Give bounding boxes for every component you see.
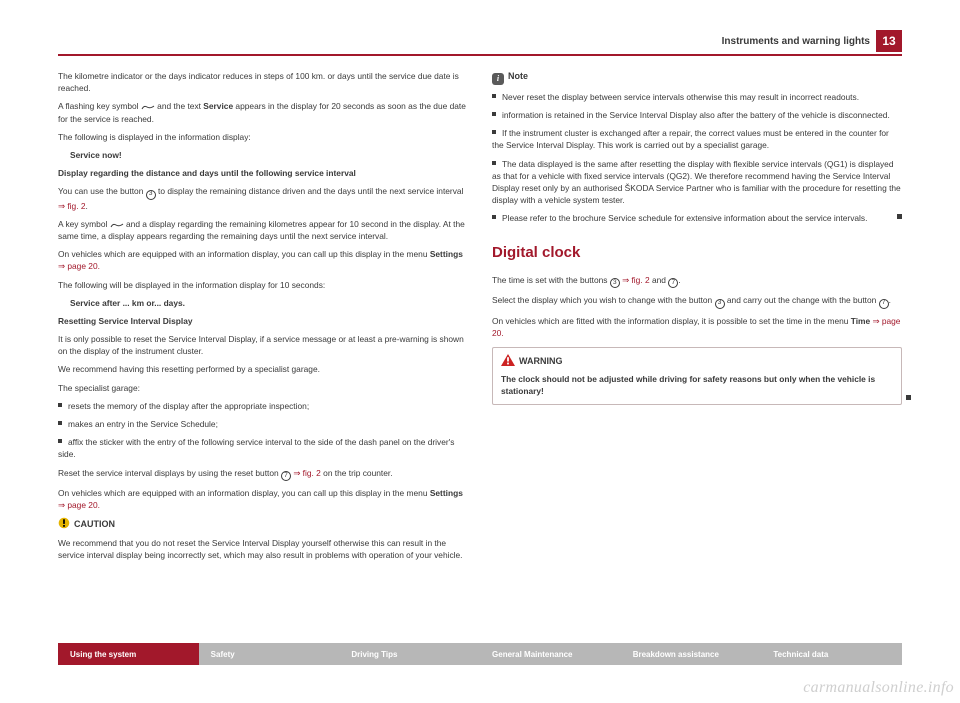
page-number-badge: 13 [876,30,902,52]
circled-3-icon: 3 [715,299,725,309]
page: Instruments and warning lights 13 The ki… [0,0,960,703]
bullet: affix the sticker with the entry of the … [58,436,468,460]
circled-3-icon: 3 [610,278,620,288]
right-column: iNote Never reset the display between se… [492,70,902,568]
circled-7-icon: 7 [879,299,889,309]
para: A flashing key symbol and the text Servi… [58,100,468,124]
fig-ref[interactable]: ⇒ fig. 2 [293,468,321,478]
bullet-icon [492,130,496,134]
tab-technical-data[interactable]: Technical data [761,643,902,665]
tab-safety[interactable]: Safety [199,643,340,665]
para: We recommend that you do not reset the S… [58,537,468,561]
key-icon [110,218,124,230]
service-after: Service after ... km or... days. [58,297,468,309]
circled-7-icon: 7 [281,471,291,481]
para: Select the display which you wish to cha… [492,294,902,308]
watermark: carmanualsonline.info [803,679,954,697]
bullet: The data displayed is the same after res… [492,158,902,207]
circled-3-icon: 3 [146,190,156,200]
page-ref[interactable]: ⇒ page 20. [58,500,100,510]
tab-using-system[interactable]: Using the system [58,643,199,665]
bullet-icon [58,421,62,425]
bullet-icon [492,161,496,165]
circled-7-icon: 7 [668,278,678,288]
bullet-icon [492,94,496,98]
para: A key symbol and a display regarding the… [58,218,468,242]
para: You can use the button 3 to display the … [58,185,468,211]
para: The following will be displayed in the i… [58,279,468,291]
fig-ref[interactable]: ⇒ fig. 2 [58,201,86,211]
para: The time is set with the buttons 3 ⇒ fig… [492,274,902,288]
warning-heading: WARNING [501,354,893,369]
subheading: Resetting Service Interval Display [58,315,468,327]
key-icon [141,100,155,112]
section-title: Digital clock [492,242,902,264]
bullet-icon [58,403,62,407]
page-header: Instruments and warning lights 13 [58,30,902,52]
subheading: Display regarding the distance and days … [58,167,468,179]
caution-icon [58,517,70,529]
service-now: Service now! [58,149,468,161]
tab-driving-tips[interactable]: Driving Tips [339,643,480,665]
para: The kilometre indicator or the days indi… [58,70,468,94]
para: The following is displayed in the inform… [58,131,468,143]
fig-ref[interactable]: ⇒ fig. 2 [622,275,650,285]
bullet: resets the memory of the display after t… [58,400,468,412]
bullet: Please refer to the brochure Service sch… [492,212,902,224]
content-columns: The kilometre indicator or the days indi… [58,70,902,568]
bullet: makes an entry in the Service Schedule; [58,418,468,430]
para: We recommend having this resetting perfo… [58,363,468,375]
info-icon: i [492,73,504,85]
section-end-icon [897,214,902,219]
section-end-icon [906,395,911,400]
para: It is only possible to reset the Service… [58,333,468,357]
bullet-icon [492,215,496,219]
tab-breakdown-assistance[interactable]: Breakdown assistance [621,643,762,665]
note-heading: iNote [492,70,902,85]
para: On vehicles which are fitted with the in… [492,315,902,339]
left-column: The kilometre indicator or the days indi… [58,70,468,568]
page-ref[interactable]: ⇒ page 20. [58,261,100,271]
tab-general-maintenance[interactable]: General Maintenance [480,643,621,665]
para: Reset the service interval displays by u… [58,467,468,481]
caution-heading: CAUTION [58,517,468,531]
para: On vehicles which are equipped with an i… [58,248,468,272]
header-rule [58,54,902,56]
bullet: information is retained in the Service I… [492,109,902,121]
header-title: Instruments and warning lights [722,36,870,47]
warning-box: WARNING The clock should not be adjusted… [492,347,902,405]
para: The specialist garage: [58,382,468,394]
footer-tabs: Using the system Safety Driving Tips Gen… [58,643,902,665]
bullet-icon [58,439,62,443]
bullet-icon [492,112,496,116]
bullet: Never reset the display between service … [492,91,902,103]
warning-body: The clock should not be adjusted while d… [501,373,893,397]
warning-icon [501,354,515,369]
para: On vehicles which are equipped with an i… [58,487,468,511]
bullet: If the instrument cluster is exchanged a… [492,127,902,151]
